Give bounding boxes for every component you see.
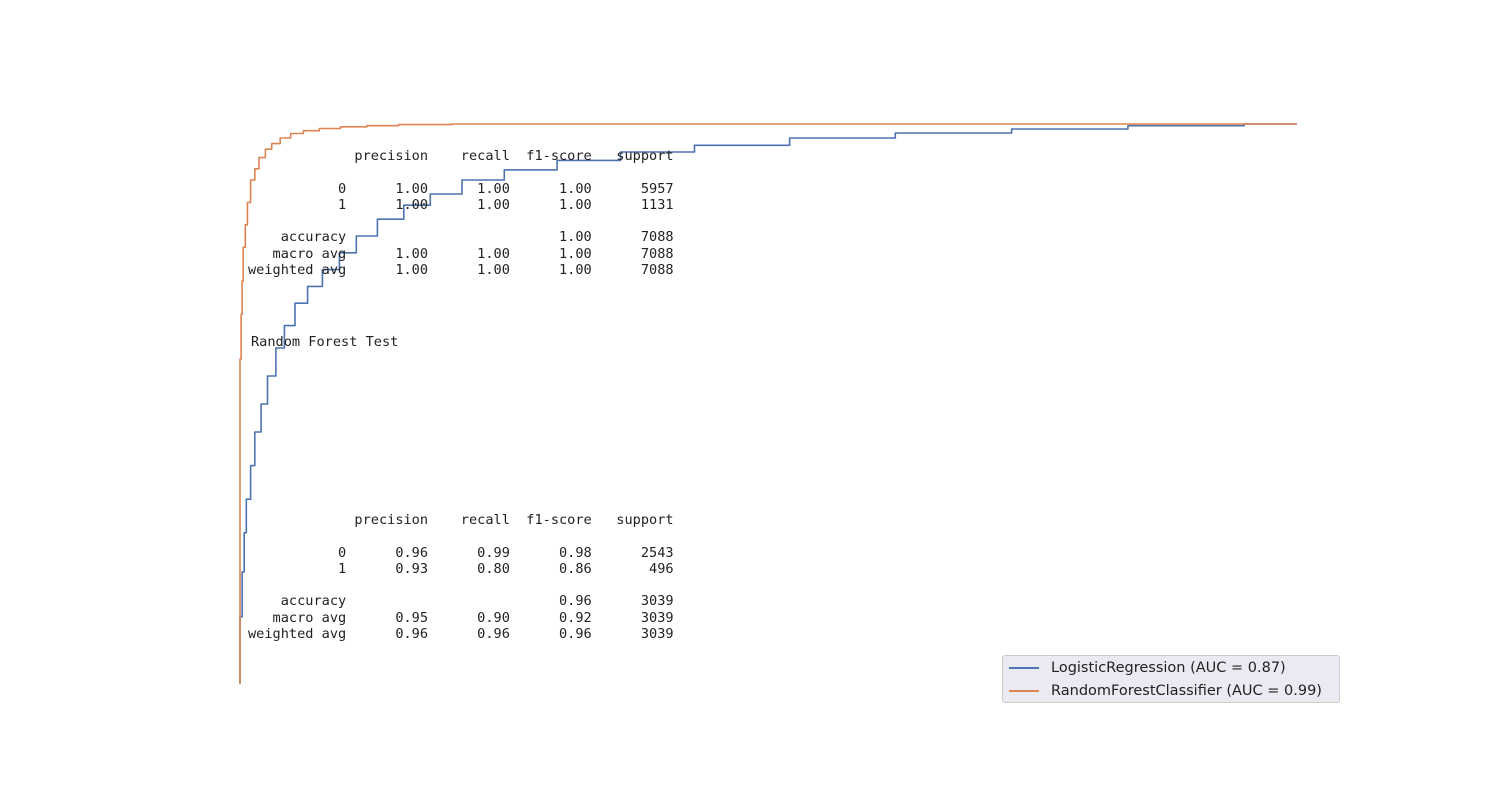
random-forest-test-title: Random Forest Test [251, 334, 398, 350]
legend-swatch-random-forest [1009, 690, 1039, 692]
legend-item-random-forest: RandomForestClassifier (AUC = 0.99) [1009, 681, 1322, 701]
legend-swatch-logistic-regression [1009, 667, 1039, 669]
legend-label-random-forest: RandomForestClassifier (AUC = 0.99) [1051, 683, 1322, 699]
train-classification-report: precision recall f1-score support 0 1.00… [248, 148, 674, 278]
legend-item-logistic-regression: LogisticRegression (AUC = 0.87) [1009, 658, 1286, 678]
legend-label-logistic-regression: LogisticRegression (AUC = 0.87) [1051, 660, 1286, 676]
legend: LogisticRegression (AUC = 0.87) RandomFo… [1002, 655, 1340, 703]
test-classification-report: precision recall f1-score support 0 0.96… [248, 512, 674, 642]
